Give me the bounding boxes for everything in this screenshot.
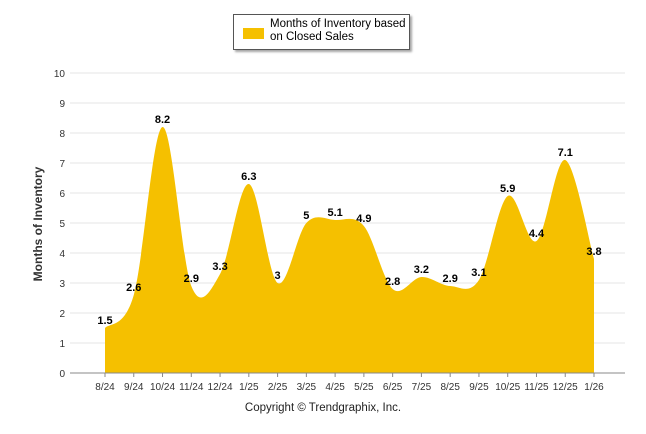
x-tick-label-2: 10/24 (150, 382, 175, 393)
y-tick-labels: 0 1 2 3 4 5 6 7 8 9 10 (54, 69, 66, 380)
x-tick-labels: 8/24 9/24 10/24 11/24 12/24 1/25 2/25 3/25 4/25 5… (95, 373, 604, 393)
legend: Months of Inventory based on Closed Sale… (233, 14, 410, 50)
x-tick-label-15: 11/25 (524, 382, 549, 393)
data-label-14: 5.9 (500, 183, 515, 195)
copyright-footer: Copyright © Trendgraphix, Inc. (244, 402, 402, 414)
data-label-4: 3.3 (212, 261, 227, 273)
data-labels: 1.5 2.6 8.2 2.9 3.3 6.3 3 5 5.1 4.9 2.8 3.2 2.9 3.1 5.… (97, 114, 601, 327)
x-tick-label-3: 11/24 (179, 382, 204, 393)
x-tick-label-4: 12/24 (208, 382, 233, 393)
y-tick-6: 6 (59, 189, 65, 200)
data-label-10: 2.8 (385, 276, 400, 288)
data-label-7: 5 (303, 210, 309, 222)
data-label-3: 2.9 (184, 273, 199, 285)
y-tick-8: 8 (59, 129, 65, 140)
legend-label: Months of Inventory based on Closed Sale… (270, 18, 406, 43)
x-tick-label-16: 12/25 (553, 382, 578, 393)
x-tick-label-12: 8/25 (440, 382, 460, 393)
data-label-11: 3.2 (414, 264, 429, 276)
y-tick-1: 1 (59, 339, 65, 350)
y-tick-5: 5 (59, 219, 65, 230)
data-label-6: 3 (275, 270, 281, 282)
y-tick-4: 4 (59, 249, 65, 260)
data-label-8: 5.1 (327, 207, 342, 219)
data-label-9: 4.9 (356, 213, 371, 225)
y-tick-7: 7 (59, 159, 65, 170)
area-series (105, 126, 594, 373)
data-label-1: 2.6 (126, 282, 141, 294)
x-tick-label-10: 6/25 (383, 382, 403, 393)
data-label-5: 6.3 (241, 171, 256, 183)
data-label-17: 3.8 (586, 246, 601, 258)
x-tick-label-17: 1/26 (584, 382, 604, 393)
x-tick-label-1: 9/24 (124, 382, 144, 393)
data-label-2: 8.2 (155, 114, 170, 126)
x-tick-label-14: 10/25 (495, 382, 520, 393)
y-axis-title: Months of Inventory (31, 166, 45, 282)
x-tick-label-5: 1/25 (239, 382, 259, 393)
x-tick-label-13: 9/25 (469, 382, 489, 393)
y-tick-0: 0 (59, 369, 65, 380)
x-tick-label-8: 4/25 (325, 382, 345, 393)
x-tick-label-7: 3/25 (297, 382, 317, 393)
y-tick-2: 2 (59, 309, 65, 320)
y-tick-10: 10 (54, 69, 66, 80)
data-label-0: 1.5 (97, 315, 112, 327)
data-label-16: 7.1 (558, 147, 573, 159)
area-fill (105, 126, 594, 373)
legend-swatch (243, 28, 264, 39)
y-tick-3: 3 (59, 279, 65, 290)
y-tick-9: 9 (59, 99, 65, 110)
x-tick-label-0: 8/24 (95, 382, 115, 393)
x-tick-label-11: 7/25 (412, 382, 432, 393)
data-label-12: 2.9 (443, 273, 458, 285)
data-label-13: 3.1 (471, 267, 486, 279)
data-label-15: 4.4 (529, 228, 545, 240)
x-tick-label-6: 2/25 (268, 382, 288, 393)
x-tick-label-9: 5/25 (354, 382, 374, 393)
